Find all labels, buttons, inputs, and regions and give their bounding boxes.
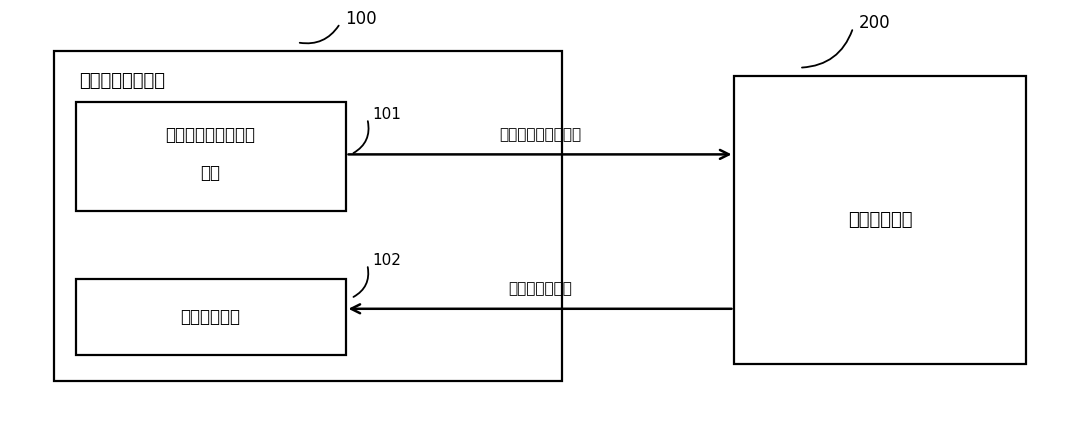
Text: 额度控制系统: 额度控制系统 (848, 211, 913, 229)
Text: 101: 101 (373, 107, 402, 122)
Text: 第一额度控制位: 第一额度控制位 (508, 281, 572, 296)
Text: 模块: 模块 (201, 165, 220, 182)
Bar (734, 76, 1026, 364)
Bar (76, 102, 346, 212)
Text: 货币生成模块: 货币生成模块 (180, 308, 241, 326)
Bar (76, 279, 346, 355)
Text: 102: 102 (373, 253, 402, 268)
Text: 额度控制位生成请求: 额度控制位生成请求 (165, 126, 256, 144)
Text: 200: 200 (859, 14, 890, 32)
Text: 数字货币投放系统: 数字货币投放系统 (79, 72, 165, 90)
Bar (54, 51, 562, 381)
Text: 额度控制位生成请求: 额度控制位生成请求 (499, 127, 581, 142)
Text: 100: 100 (346, 10, 377, 28)
